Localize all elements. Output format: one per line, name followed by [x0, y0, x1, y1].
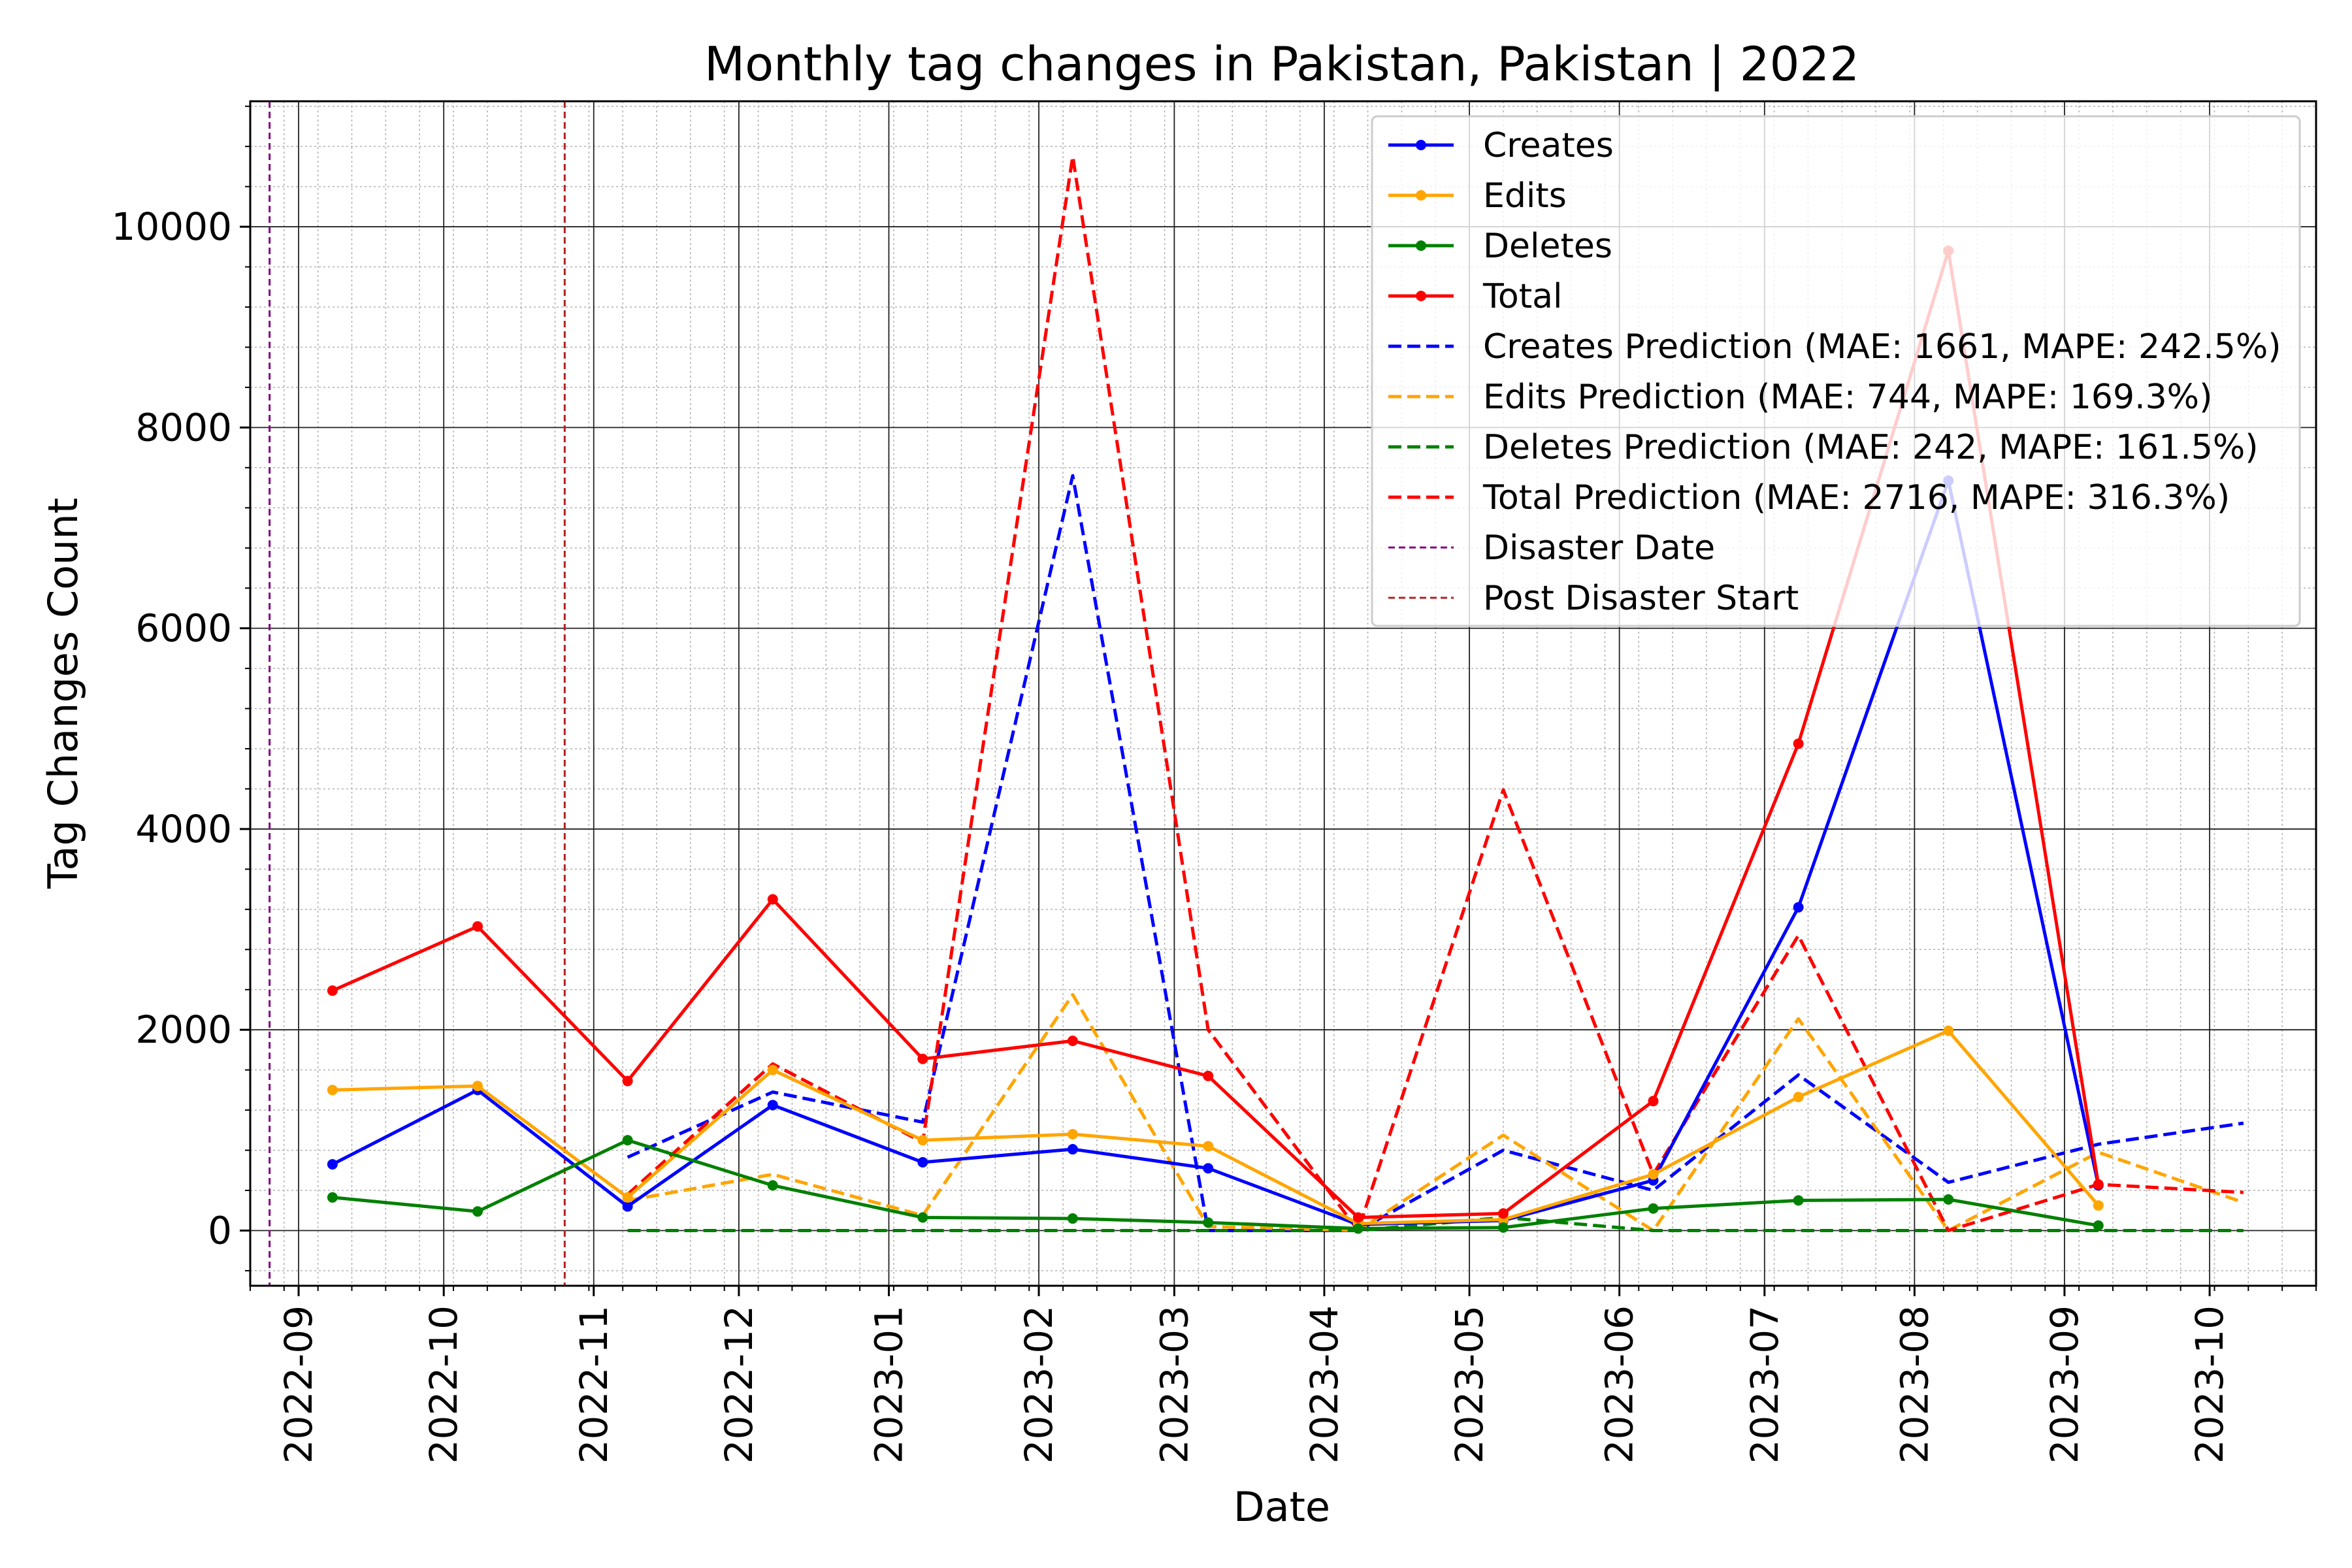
data-point-creates [327, 1159, 338, 1170]
y-tick-label: 4000 [135, 807, 232, 851]
data-point-edits [472, 1081, 483, 1092]
series-line-edits-prediction [627, 992, 2244, 1232]
data-point-total [1203, 1070, 1214, 1081]
data-point-total [1067, 1036, 1078, 1047]
data-point-edits [917, 1135, 928, 1146]
legend-label-creates-prediction: Creates Prediction (MAE: 1661, MAPE: 242… [1483, 327, 2281, 367]
x-tick-label: 2022-12 [717, 1305, 761, 1463]
data-point-edits [1793, 1092, 1804, 1103]
x-tick-label: 2023-10 [2187, 1305, 2232, 1463]
data-point-creates [1203, 1163, 1214, 1174]
data-point-total [1352, 1212, 1364, 1223]
data-point-edits [1203, 1141, 1214, 1152]
data-point-edits [1648, 1169, 1659, 1180]
x-tick-label: 2023-01 [866, 1305, 911, 1463]
legend-label-total-prediction: Total Prediction (MAE: 2716, MAPE: 316.3… [1482, 478, 2230, 517]
data-point-creates [917, 1157, 928, 1168]
data-point-edits [622, 1192, 633, 1203]
data-point-deletes [1943, 1194, 1954, 1205]
data-point-deletes [1648, 1203, 1659, 1214]
data-point-edits [767, 1064, 778, 1075]
y-tick-label: 6000 [135, 606, 232, 651]
x-tick-label: 2022-09 [276, 1305, 321, 1463]
legend-label-total: Total [1482, 277, 1562, 316]
data-point-deletes [917, 1212, 928, 1223]
x-tick-label: 2023-04 [1302, 1305, 1347, 1463]
legend-label-edits-prediction: Edits Prediction (MAE: 744, MAPE: 169.3%… [1483, 378, 2212, 417]
x-tick-label: 2022-10 [421, 1305, 466, 1463]
data-point-total [1793, 738, 1804, 749]
chart-title: Monthly tag changes in Pakistan, Pakista… [704, 37, 1859, 92]
x-axis-label: Date [1233, 1483, 1330, 1531]
data-point-total [1648, 1096, 1659, 1107]
data-point-total [1497, 1208, 1509, 1219]
data-point-deletes [622, 1135, 633, 1146]
data-point-edits [1943, 1025, 1954, 1036]
data-point-deletes [1793, 1195, 1804, 1206]
plot-area-frame [249, 100, 2317, 1287]
legend-label-deletes: Deletes [1483, 227, 1612, 266]
series-line-creates-prediction [627, 474, 2244, 1232]
x-tick-label: 2023-03 [1152, 1305, 1196, 1463]
data-point-total [472, 921, 483, 932]
series-layer [327, 155, 2244, 1234]
data-point-total [767, 894, 778, 905]
x-tick-label: 2023-06 [1597, 1305, 1642, 1463]
legend-box [1371, 115, 2301, 627]
legend-label-post-disaster-start: Post Disaster Start [1483, 579, 1799, 618]
data-point-deletes [1352, 1223, 1364, 1234]
axis-ticks: 2022-09 2022-10 2022-11 2022-12 2023-01 2023-… [111, 105, 2317, 1463]
x-tick-label: 2023-07 [1742, 1305, 1787, 1463]
x-tick-label: 2023-09 [2042, 1305, 2087, 1463]
legend-marker-total [1416, 291, 1426, 301]
legend-marker-deletes [1416, 240, 1426, 251]
data-point-deletes [767, 1180, 778, 1191]
legend-label-edits: Edits [1483, 176, 1567, 216]
legend-marker-edits [1416, 190, 1426, 201]
legend-marker-creates [1416, 140, 1426, 150]
data-point-deletes [1497, 1222, 1509, 1233]
data-point-edits [327, 1085, 338, 1096]
data-point-edits [2093, 1200, 2104, 1211]
y-axis-label: Tag Changes Count [39, 498, 87, 889]
data-point-deletes [327, 1192, 338, 1203]
reference-lines [269, 101, 566, 1286]
x-tick-label: 2023-08 [1892, 1305, 1936, 1463]
legend: Creates Edits Deletes Total Creates Predicti… [1371, 115, 2301, 627]
legend-label-creates: Creates [1483, 126, 1614, 165]
data-point-creates [622, 1201, 633, 1212]
data-point-deletes [1067, 1213, 1078, 1224]
data-point-deletes [2093, 1220, 2104, 1231]
series-line-total-prediction [626, 155, 2244, 1232]
legend-label-deletes-prediction: Deletes Prediction (MAE: 242, MAPE: 161.… [1483, 428, 2259, 467]
data-point-creates [1793, 902, 1804, 913]
data-point-creates [1067, 1144, 1078, 1155]
legend-label-disaster-date: Disaster Date [1483, 529, 1715, 568]
y-tick-label: 10000 [111, 204, 232, 249]
data-point-deletes [472, 1206, 483, 1217]
data-point-total [327, 985, 338, 996]
x-tick-label: 2022-11 [572, 1305, 616, 1463]
y-tick-label: 0 [208, 1208, 232, 1252]
data-point-deletes [1203, 1217, 1214, 1228]
x-tick-label: 2023-05 [1447, 1305, 1492, 1463]
y-tick-label: 8000 [135, 405, 232, 449]
data-point-edits [1067, 1128, 1078, 1139]
data-point-total [622, 1075, 633, 1086]
data-point-total [917, 1053, 928, 1064]
data-point-creates [767, 1100, 778, 1111]
y-tick-label: 2000 [135, 1007, 232, 1052]
x-tick-label: 2023-02 [1017, 1305, 1061, 1463]
data-point-total [2093, 1179, 2104, 1190]
